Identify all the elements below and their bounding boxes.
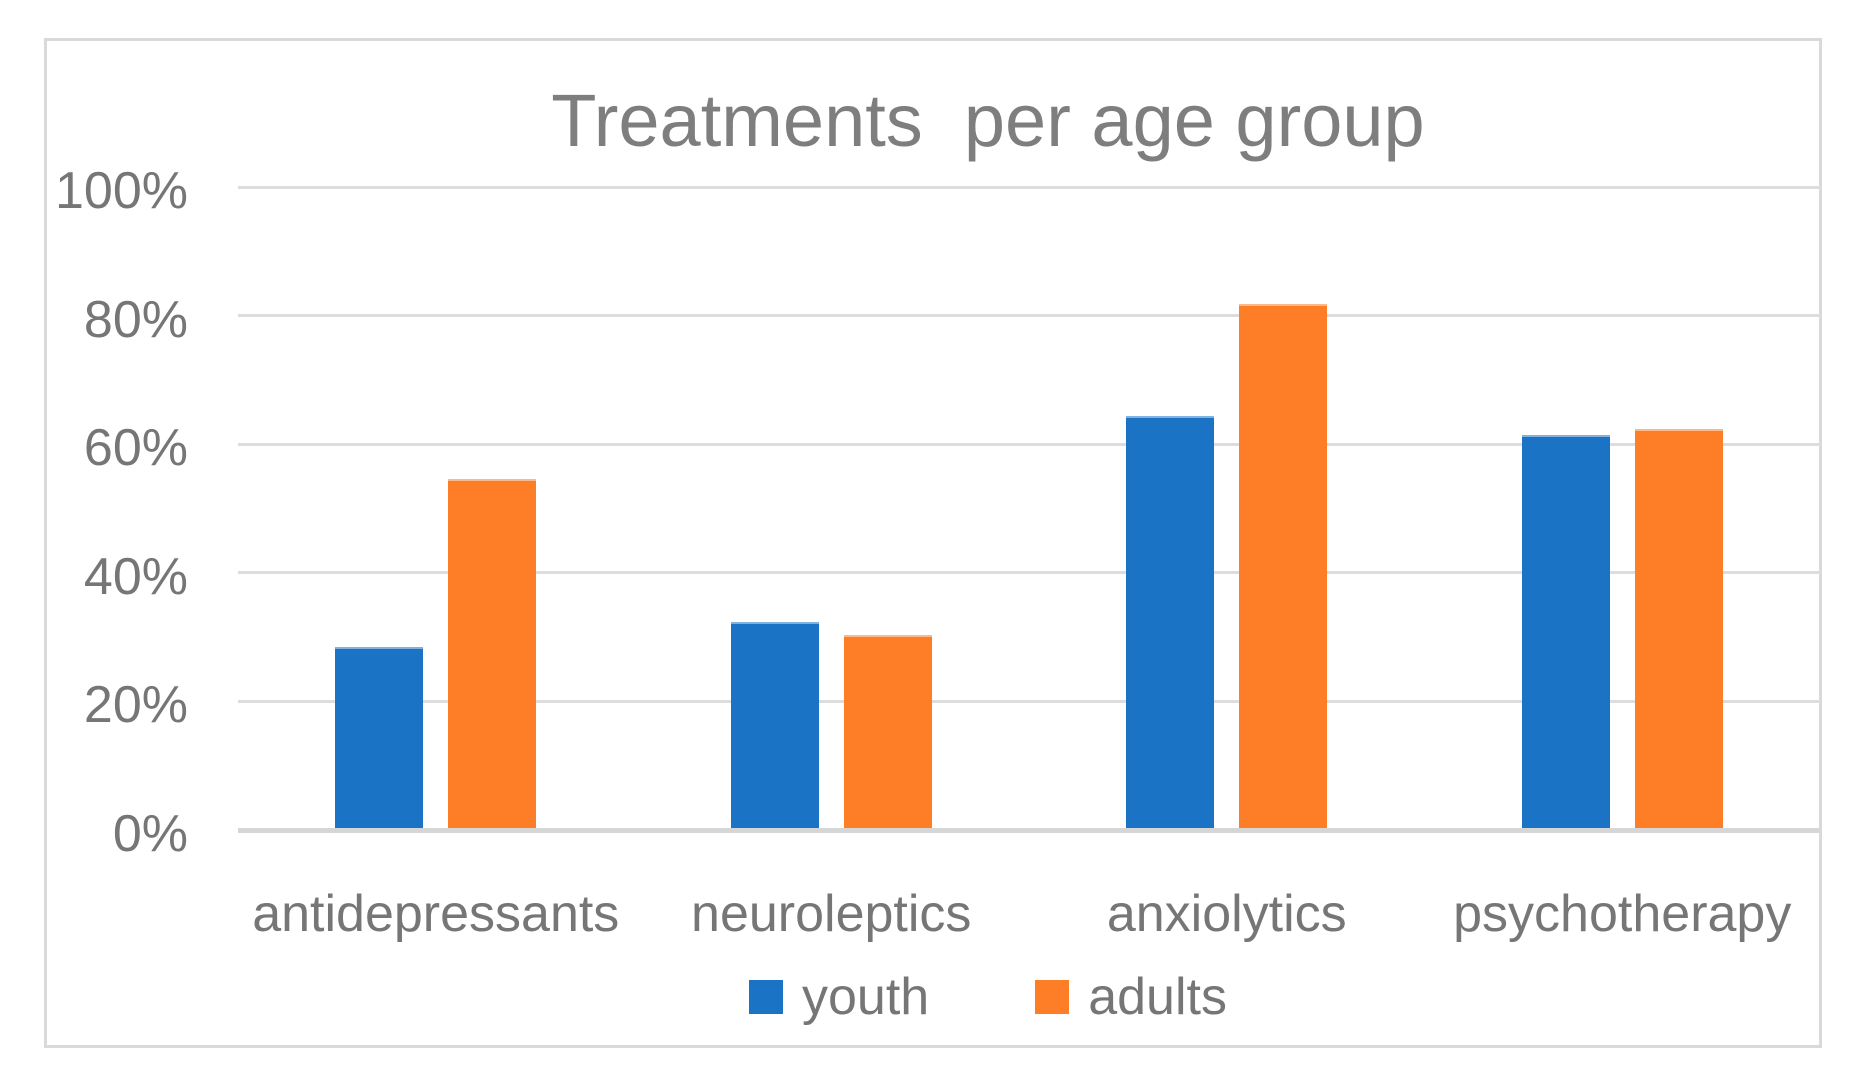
gridline-100 [238,185,1820,189]
bar-adults-neuroleptics [843,635,932,830]
y-axis-tick-60: 60% [83,419,188,478]
chart-title: Treatments per age group [551,79,1425,162]
legend-item-adults: adults [1035,971,1227,1023]
gridline-20 [238,699,1820,703]
bar-youth-neuroleptics [730,622,819,830]
x-axis-label-anxiolytics: anxiolytics [1106,885,1347,943]
legend-swatch-youth [749,980,783,1014]
x-axis-label-psychotherapy: psychotherapy [1453,885,1792,943]
bar-adults-anxiolytics [1239,304,1328,830]
bar-adults-psychotherapy [1634,428,1723,830]
y-axis-tick-0: 0% [112,805,188,863]
legend-item-youth: youth [749,971,929,1023]
y-axis-tick-80: 80% [83,290,188,349]
legend-label-youth: youth [802,968,930,1026]
x-axis-label-neuroleptics: neuroleptics [691,885,972,943]
x-axis-label-antidepressants: antidepressants [252,885,620,943]
x-axis-line [238,828,1820,833]
gridline-60 [238,442,1820,446]
bar-youth-anxiolytics [1126,415,1215,830]
legend: youth adults [238,971,1738,1023]
legend-swatch-adults [1035,980,1070,1014]
y-axis-tick-20: 20% [83,676,188,735]
y-axis-tick-100: 100% [55,162,188,220]
y-axis-tick-40: 40% [83,547,188,606]
legend-label-adults: adults [1088,968,1227,1026]
gridline-40 [238,571,1820,575]
gridline-80 [238,314,1820,318]
bar-youth-psychotherapy [1521,435,1610,830]
bar-youth-antidepressants [335,646,424,830]
bar-adults-antidepressants [448,478,537,830]
